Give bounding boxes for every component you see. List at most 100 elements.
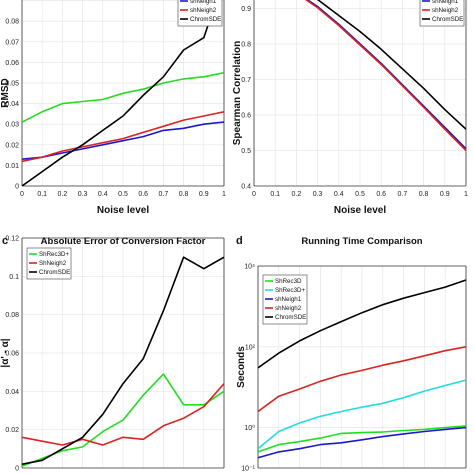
legend-box	[419, 0, 465, 27]
series-group	[22, 0, 224, 186]
x-axis-label: Noise level	[97, 205, 149, 216]
y-tick-label: 10⁰	[244, 424, 255, 432]
legend-label: shNeigh2	[190, 7, 217, 14]
y-tick-label: 0.08	[5, 312, 19, 319]
series-line-chromsde	[258, 279, 466, 369]
x-tick-label: 0	[252, 191, 256, 198]
series-line-shneigh2	[22, 383, 224, 446]
legend-label: ChromSDE	[39, 269, 70, 276]
y-axis-label: RMSD	[0, 78, 11, 107]
grid-lines	[258, 266, 466, 468]
y-tick-label: 0.01	[5, 163, 19, 170]
x-tick-label: 0	[20, 191, 24, 198]
legend: ShRec3DshNeigh1shNeigh2ChromSDE	[419, 0, 465, 27]
series-line-shneigh1	[22, 121, 224, 160]
y-axis-label: |α' - α|	[0, 338, 11, 367]
series-group	[305, 0, 466, 152]
x-tick-label: 0.2	[292, 191, 302, 198]
x-tick-label: 0.8	[419, 191, 429, 198]
y-axis-label: Spearman Correlation	[232, 41, 243, 145]
legend-label: ShRec3D	[275, 278, 302, 285]
x-tick-label: 1	[464, 191, 468, 198]
y-tick-label: 0.04	[5, 101, 19, 108]
chart-panel-4: 10⁴ 10² 10⁰ 10⁻¹ Seconds Running Time Compari…	[236, 235, 467, 473]
y-tick-label: 0.02	[5, 142, 19, 149]
y-tick-label: 10⁻¹	[241, 466, 255, 473]
y-tick-label: 0.9	[241, 6, 251, 13]
legend-label: shNeigh1	[432, 0, 459, 5]
series-line-chromsde	[22, 0, 218, 186]
y-tick-label: 0.03	[5, 122, 19, 129]
y-tick-label: 0.06	[5, 60, 19, 67]
legend-label: shNeigh2	[432, 7, 459, 14]
x-tick-label: 0.8	[179, 191, 189, 198]
y-tick-label: 0.4	[241, 184, 251, 191]
y-tick-label: 0.02	[5, 427, 19, 434]
legend-label: shNeigh1	[275, 296, 302, 303]
y-tick-label: 0.7	[241, 77, 251, 84]
series-line-shrec3d	[258, 425, 466, 453]
x-tick-label: 0.5	[355, 191, 365, 198]
legend-label: ChromSDE	[275, 314, 306, 321]
legend-label: shNeigh2	[275, 305, 302, 312]
legend: ShRec3D+ ShNeigh2 ChromSDE	[26, 247, 72, 280]
x-tick-label: 0.3	[78, 191, 88, 198]
y-tick-label: 10⁴	[244, 264, 255, 271]
chart-title: Running Time Comparison	[301, 236, 422, 247]
series-line-shneigh1	[258, 426, 466, 459]
x-tick-label: 0.7	[159, 191, 169, 198]
series-line-shneigh2	[22, 111, 224, 163]
legend-label: ShNeigh2	[39, 260, 67, 267]
legend-box	[177, 0, 223, 27]
series-group	[22, 256, 224, 467]
legend-label: ChromSDE	[190, 16, 221, 23]
x-tick-label: 0.5	[118, 191, 128, 198]
y-tick-label: 0	[15, 466, 19, 473]
panel-label: c	[2, 235, 8, 247]
legend-label: ChromSDE	[432, 16, 463, 23]
legend-label: ShRec3D+	[39, 251, 69, 258]
grid-lines	[254, 0, 466, 186]
y-tick-label: 0.12	[5, 236, 19, 243]
series-line-chromsde	[316, 0, 466, 130]
y-tick-label: 0.1	[9, 274, 19, 281]
legend-label: ShRec3D+	[275, 287, 305, 294]
chart-panel-1: 0 0.01 0.02 0.03 0.04 0.05 0.06 0.07 0.08 0 0.1 0.2…	[0, 0, 226, 216]
legend-label: shNeigh1	[190, 0, 217, 5]
y-tick-label: 0.08	[5, 19, 19, 26]
x-tick-label: 0.1	[270, 191, 280, 198]
series-group	[258, 279, 466, 459]
x-tick-label: 0.1	[37, 191, 47, 198]
y-axis-label: Seconds	[236, 346, 247, 388]
chart-panel-3: 0 0.02 0.04 0.06 0.08 0.1 0.12 |α' - α| Absolute…	[0, 235, 225, 473]
legend: ShRec3D ShRec3D+ shNeigh1 shNeigh2 ChromSDE	[262, 274, 308, 325]
x-tick-label: 0.6	[138, 191, 148, 198]
series-line-shneigh2	[305, 0, 466, 152]
panel-label: d	[236, 235, 243, 247]
grid-lines	[22, 238, 224, 468]
series-line-shneigh2	[258, 346, 466, 413]
chart-title: Absolute Error of Conversion Factor	[41, 236, 206, 247]
x-tick-label: 0.6	[376, 191, 386, 198]
grid-lines	[22, 0, 224, 186]
chart-panel-2: 0.4 0.5 0.6 0.7 0.8 0.9 0 0.1 0.2 0.3 0.4 0.5 0.6 0.7…	[232, 0, 468, 216]
y-tick-label: 0.05	[5, 81, 19, 88]
y-tick-label: 0.8	[241, 41, 251, 48]
y-tick-label: 0	[15, 184, 19, 191]
y-tick-label: 0.07	[5, 39, 19, 46]
legend: ShRec3DshNeigh1shNeigh2ChromSDE	[177, 0, 223, 27]
x-tick-label: 0.4	[98, 191, 108, 198]
y-tick-label: 0.04	[5, 389, 19, 396]
series-line-shrec3d	[22, 71, 224, 123]
y-tick-label: 0.6	[241, 112, 251, 119]
x-tick-label: 0.3	[313, 191, 323, 198]
y-tick-label: 10²	[245, 344, 256, 351]
x-tick-label: 0.7	[398, 191, 408, 198]
y-tick-label: 0.06	[5, 351, 19, 358]
x-tick-label: 0.4	[334, 191, 344, 198]
series-line-chromsde	[22, 256, 224, 465]
x-tick-label: 1	[222, 191, 226, 198]
x-tick-label: 0.2	[58, 191, 68, 198]
series-line-shrec3d-	[258, 379, 466, 450]
